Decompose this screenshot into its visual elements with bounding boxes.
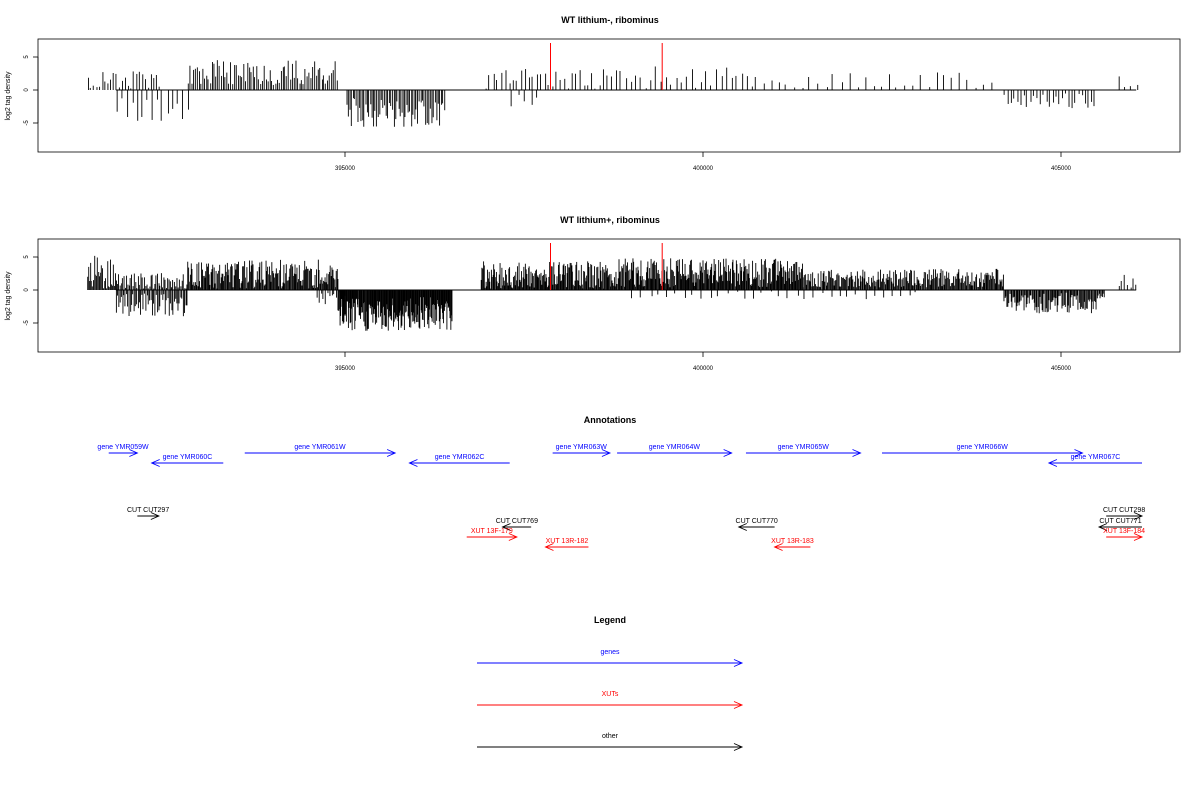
xut-feature: XUT 13R-183 [771, 538, 814, 551]
panel-1-frame [37, 38, 1181, 153]
cut-feature: CUT CUT769 [496, 518, 538, 531]
legend-items: genes XUTs other [477, 649, 744, 751]
feature-label: gene YMR059W [97, 444, 149, 451]
gene-feature: gene YMR060C [150, 454, 224, 467]
legend-title: Legend [594, 615, 626, 625]
legend-label: genes [600, 649, 620, 656]
feature-label: CUT CUT297 [127, 507, 169, 514]
feature-label: gene YMR060C [163, 454, 213, 461]
panel-1-x-axis [344, 152, 1062, 157]
legend-item: XUTs [477, 691, 744, 709]
feature-label: CUT CUT771 [1099, 518, 1141, 525]
panel-1-xtick-label: 395000 [335, 166, 356, 172]
gene-feature: gene YMR063W [552, 444, 612, 457]
feature-label: XUT 13R-183 [771, 538, 814, 545]
xut-feature: XUT 13F-184 [1103, 528, 1145, 541]
feature-label: gene YMR067C [1071, 454, 1121, 461]
gene-feature: gene YMR065W [745, 444, 862, 457]
feature-label: gene YMR064W [649, 444, 701, 451]
gene-feature: gene YMR064W [617, 444, 733, 457]
panel-2-xtick-label: 405000 [1051, 366, 1072, 372]
panel-2-ylabel: log2 tag density [5, 271, 12, 321]
legend-item: other [477, 733, 744, 751]
gene-feature: gene YMR061W [244, 444, 397, 457]
annotation-features: gene YMR059W gene YMR060C gene YMR061W gene… [97, 444, 1145, 551]
panel-1-title: WT lithium-, ribominus [561, 15, 659, 25]
gene-feature: gene YMR059W [97, 444, 149, 457]
panel-2-xtick-label: 400000 [693, 366, 714, 372]
cut-feature: CUT CUT770 [736, 518, 778, 531]
panel-2-title: WT lithium+, ribominus [560, 215, 660, 225]
panel-2-y-axis [33, 256, 39, 324]
panel-2-ytick-label: -5 [24, 320, 30, 326]
panel-2-x-axis [344, 352, 1062, 357]
cut-feature: CUT CUT297 [127, 507, 169, 520]
panel-2: WT lithium+, ribominus 5 0 -5 log2 tag d… [5, 215, 1181, 372]
panel-1-y-axis [33, 56, 39, 124]
panel-2-ytick-label: 0 [24, 288, 30, 292]
feature-label: gene YMR063W [556, 444, 608, 451]
legend-item: genes [477, 649, 744, 667]
xut-feature: XUT 13F-179 [466, 528, 518, 541]
feature-label: gene YMR062C [435, 454, 485, 461]
xut-feature: XUT 13R-182 [544, 538, 589, 551]
panel-1-ylabel: log2 tag density [5, 71, 12, 121]
gene-feature: gene YMR066W [882, 444, 1084, 457]
annotations-title: Annotations [584, 415, 637, 425]
panel-2-bars [87, 255, 1137, 331]
feature-label: CUT CUT770 [736, 518, 778, 525]
panel-1-ytick-label: 0 [24, 88, 30, 92]
legend-label: other [602, 733, 619, 740]
legend-label: XUTs [602, 691, 619, 698]
panel-1-xtick-label: 405000 [1051, 166, 1072, 172]
legend: Legend genes XUTs other [477, 615, 744, 751]
panel-1: WT lithium-, ribominus 5 0 -5 log2 tag d… [5, 15, 1181, 172]
feature-label: CUT CUT769 [496, 518, 538, 525]
panel-1-xtick-label: 400000 [693, 166, 714, 172]
cut-feature: CUT CUT298 [1103, 507, 1145, 520]
feature-label: CUT CUT298 [1103, 507, 1145, 514]
feature-label: gene YMR066W [957, 444, 1009, 451]
feature-label: gene YMR061W [294, 444, 346, 451]
gene-feature: gene YMR067C [1047, 454, 1142, 467]
feature-label: XUT 13R-182 [546, 538, 589, 545]
panel-2-xtick-label: 395000 [335, 366, 356, 372]
panel-1-ytick-label: -5 [24, 120, 30, 126]
gene-feature: gene YMR062C [408, 454, 510, 467]
cut-feature: CUT CUT771 [1097, 518, 1142, 531]
panel-1-bars [88, 60, 1139, 127]
panel-1-ytick-label: 5 [24, 55, 30, 59]
feature-label: XUT 13F-179 [471, 528, 513, 535]
feature-label: XUT 13F-184 [1103, 528, 1145, 535]
feature-label: gene YMR065W [778, 444, 830, 451]
panel-2-ytick-label: 5 [24, 255, 30, 259]
